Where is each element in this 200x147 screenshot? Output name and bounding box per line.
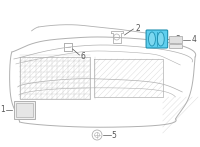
Text: 1: 1 — [0, 106, 5, 115]
Ellipse shape — [157, 32, 164, 46]
Bar — [169, 44, 182, 48]
Text: 5: 5 — [112, 131, 117, 140]
Text: 2: 2 — [135, 24, 140, 32]
Bar — [14, 101, 35, 119]
Text: 6: 6 — [80, 51, 85, 61]
Text: 3: 3 — [175, 35, 180, 44]
Text: 4: 4 — [191, 35, 196, 44]
Bar — [16, 103, 33, 117]
FancyBboxPatch shape — [146, 30, 168, 48]
Bar — [169, 36, 182, 43]
Ellipse shape — [149, 32, 155, 46]
